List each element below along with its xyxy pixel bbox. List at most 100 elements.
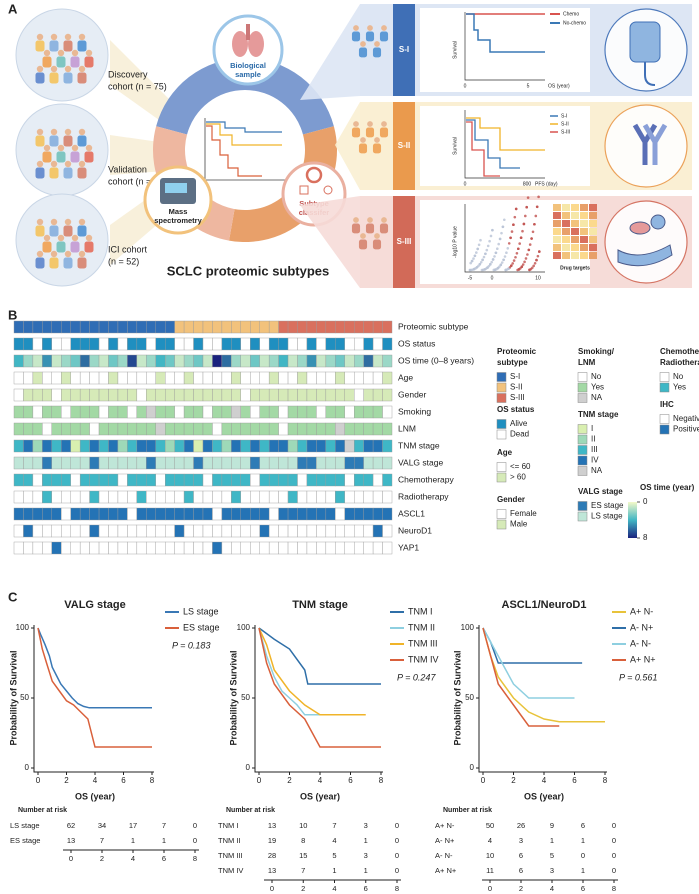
volcano-dot — [533, 222, 536, 226]
heatmap-cell — [13, 320, 24, 334]
mini-ylabel: Survival — [452, 41, 458, 59]
heatmap-cell — [193, 456, 204, 470]
person-head — [85, 144, 93, 152]
mini-xlabel: Drug targets — [560, 265, 590, 271]
heatmap-cell — [363, 439, 374, 453]
person-body — [77, 72, 87, 84]
heatmap-cell — [164, 354, 175, 368]
person-body — [35, 225, 45, 237]
heatmap-cell — [32, 388, 43, 402]
mini-xlabel: OS (year) — [548, 83, 570, 89]
heatmap-cell — [221, 490, 232, 504]
heatmap-cell — [51, 388, 62, 402]
heatmap-cell — [202, 490, 213, 504]
heatmap-cell — [108, 337, 119, 351]
heatmap-cell — [164, 371, 175, 385]
heat-cell — [553, 244, 561, 251]
heatmap-cell — [51, 456, 62, 470]
heatmap-cell — [117, 541, 128, 555]
sample-label: sample — [235, 70, 261, 79]
heatmap-cell — [13, 524, 24, 538]
heatmap-cell — [98, 405, 109, 419]
subtype-box — [393, 4, 415, 96]
heatmap-cell — [79, 320, 90, 334]
heatmap-cell — [316, 439, 327, 453]
heatmap-cell — [127, 524, 138, 538]
heatmap-cell — [354, 371, 364, 385]
y-tick-label: 50 — [20, 693, 29, 702]
heatmap-cell — [70, 439, 81, 453]
heatmap-cell — [335, 439, 345, 453]
heatmap-cell — [108, 490, 119, 504]
heatmap-cell — [250, 456, 260, 470]
risk-value: 26 — [517, 821, 525, 830]
heatmap-cell — [231, 422, 242, 436]
heatmap-cell — [250, 422, 260, 436]
volcano-dot — [493, 255, 496, 258]
heatmap-cell — [42, 507, 52, 521]
heatmap-cell — [127, 490, 138, 504]
heatmap-cell — [372, 388, 383, 402]
heatmap-cell — [221, 439, 232, 453]
heatmap-cell — [231, 354, 242, 368]
person-body — [56, 241, 66, 253]
heatmap-cell — [221, 337, 232, 351]
volcano-dot — [477, 243, 481, 247]
heatmap-cell — [183, 354, 194, 368]
volcano-dot — [500, 261, 504, 264]
heatmap-cell — [98, 371, 109, 385]
tube-icon — [644, 62, 656, 86]
person-head — [50, 218, 58, 226]
volcano-dot — [531, 230, 535, 234]
heatmap-cell — [136, 371, 147, 385]
volcano-dot — [523, 260, 526, 264]
person-head — [78, 128, 86, 136]
heatmap-cell — [382, 490, 393, 504]
heatmap-cell — [278, 473, 289, 487]
row-label: Chemotherapy — [398, 474, 455, 484]
volcano-dot — [469, 261, 473, 265]
volcano-dot — [500, 231, 503, 235]
heatmap-cell — [164, 439, 175, 453]
person-head — [64, 65, 72, 73]
risk-value: 7 — [332, 821, 336, 830]
risk-tick-label: 2 — [100, 854, 104, 863]
heatmap-cell — [325, 490, 336, 504]
heatmap-cell — [155, 524, 166, 538]
heatmap-cell — [79, 473, 90, 487]
legend-swatch — [577, 372, 588, 382]
person-body — [70, 56, 80, 68]
legend-label: ES stage — [183, 622, 220, 632]
risk-title: Number at risk — [18, 807, 67, 814]
risk-value: 9 — [550, 821, 554, 830]
legend-swatch — [659, 414, 670, 424]
risk-tick-label: 4 — [332, 884, 336, 893]
risk-value: 13 — [67, 836, 75, 845]
person-body — [358, 47, 368, 58]
heatmap-cell — [250, 371, 260, 385]
heat-cell — [580, 228, 588, 235]
volcano-dot — [494, 251, 498, 255]
heatmap-cell — [32, 354, 43, 368]
heatmap-cell — [193, 337, 204, 351]
person-head — [381, 121, 387, 127]
person-head — [64, 250, 72, 258]
heatmap-cell — [372, 320, 383, 334]
person-head — [36, 160, 44, 168]
heatmap-cell — [183, 371, 194, 385]
volcano-dot — [535, 205, 539, 209]
volcano-dot — [491, 228, 494, 232]
legend-swatch — [577, 455, 588, 466]
person-body — [49, 72, 59, 84]
person-head — [360, 137, 366, 143]
subtype-label: S-III — [397, 237, 412, 246]
legend-title: TNM stage — [578, 410, 619, 419]
heatmap-cell — [117, 473, 128, 487]
legend-swatch — [496, 519, 507, 530]
x-tick-label: 8 — [150, 776, 155, 785]
km-curve — [37, 627, 152, 709]
person-body — [63, 225, 73, 237]
row-label: Smoking — [398, 406, 431, 416]
risk-tick-label: 8 — [612, 884, 616, 893]
heatmap-cell — [372, 371, 383, 385]
